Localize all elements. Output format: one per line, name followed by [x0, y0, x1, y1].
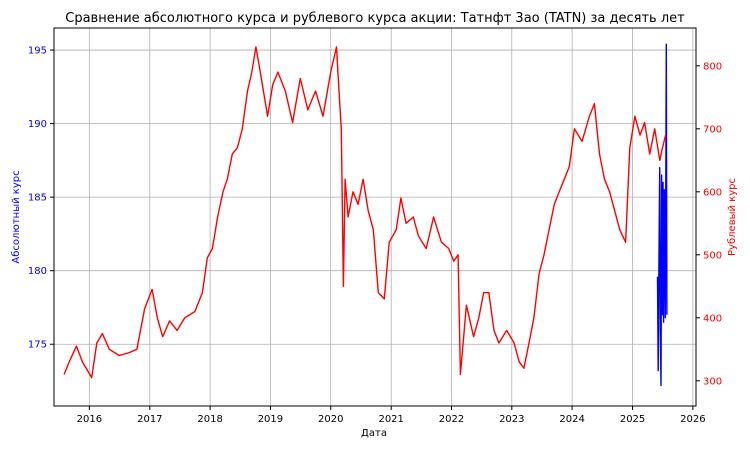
absolute-price-line [656, 43, 668, 387]
x-tick-label: 2017 [137, 414, 162, 425]
chart-title: Сравнение абсолютного курса и рублевого … [65, 11, 685, 26]
y-left-tick-label: 185 [28, 193, 47, 204]
x-tick-label: 2022 [439, 414, 464, 425]
grid-lines [54, 28, 696, 406]
plot-frame [53, 27, 697, 407]
x-tick-label: 2020 [318, 414, 343, 425]
x-tick-label: 2019 [258, 414, 283, 425]
x-tick-label: 2021 [378, 414, 403, 425]
y-right-axis-label: Рублевый курс [727, 178, 738, 256]
y-right-tick-label: 500 [703, 250, 722, 261]
ruble-price-line [63, 46, 667, 379]
x-tick-label: 2024 [559, 414, 584, 425]
x-tick-label: 2025 [620, 414, 645, 425]
x-axis-label: Дата [361, 428, 387, 439]
y-left-tick-label: 195 [28, 46, 47, 57]
y-right-tick-label: 600 [703, 187, 722, 198]
y-left-tick-label: 190 [28, 119, 47, 130]
x-tick-label: 2026 [680, 414, 705, 425]
series-layer [63, 43, 668, 387]
y-right-tick-label: 400 [703, 313, 722, 324]
x-tick-label: 2016 [77, 414, 102, 425]
y-right-tick-label: 800 [703, 61, 722, 72]
y-left-tick-label: 175 [28, 340, 47, 351]
y-right-tick-label: 300 [703, 376, 722, 387]
x-tick-label: 2018 [197, 414, 222, 425]
y-left-tick-label: 180 [28, 266, 47, 277]
y-left-axis-label: Абсолютный курс [11, 170, 22, 263]
tick-layer: 2016 2017 2018 2019 2020 2021 2022 2023 2024 2025… [28, 46, 722, 425]
y-right-tick-label: 700 [703, 124, 722, 135]
x-tick-label: 2023 [499, 414, 524, 425]
